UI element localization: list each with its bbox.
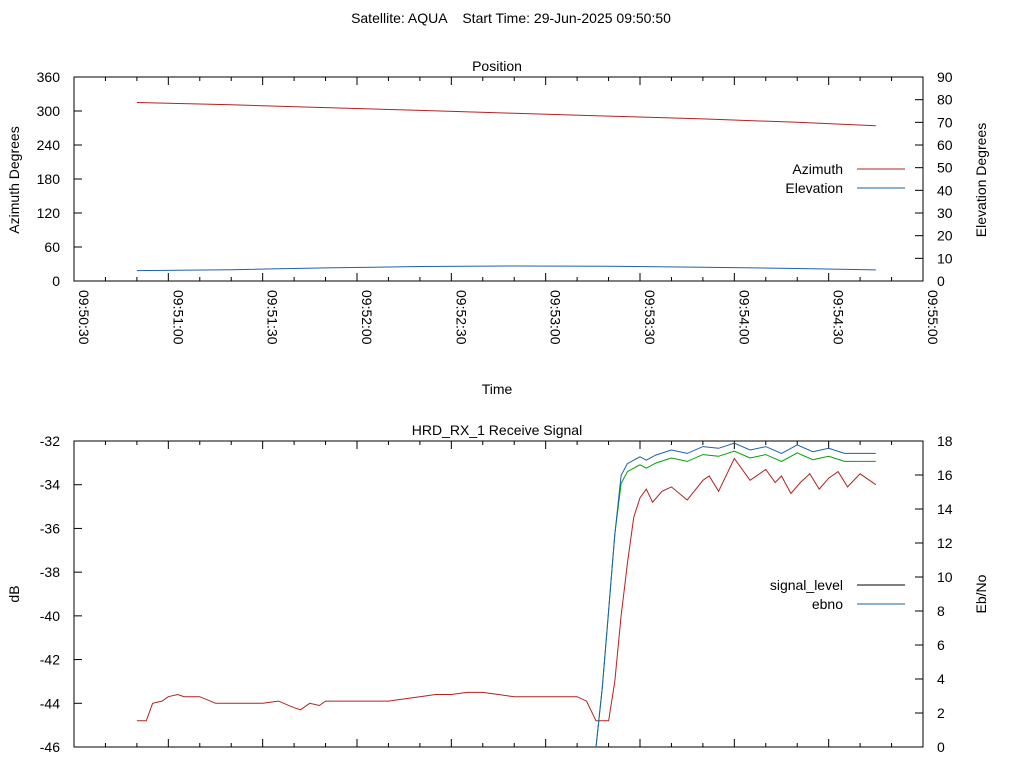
chart1-ytick-label: -44 [40, 695, 60, 711]
chart0-y2tick-label: 40 [937, 182, 953, 198]
chart1-ytick-label: -34 [40, 477, 60, 493]
chart0-xtick-label: 09:51:00 [170, 290, 186, 345]
chart1-y2tick-label: 0 [937, 739, 945, 755]
chart0-ytick-label: 120 [37, 205, 61, 221]
chart0-xtick-label: 09:54:00 [736, 290, 752, 345]
chart0-y2tick-label: 70 [937, 114, 953, 130]
chart0-xtick-label: 09:52:00 [359, 290, 375, 345]
chart0-xtick-label: 09:51:30 [265, 290, 281, 345]
chart1-y2tick-label: 2 [937, 705, 945, 721]
chart0-y2tick-label: 50 [937, 160, 953, 176]
chart1-y2tick-label: 6 [937, 637, 945, 653]
chart1-series-ebno-line [595, 450, 876, 748]
chart0-ytick-label: 60 [44, 239, 60, 255]
chart1-ytick-label: -46 [40, 739, 60, 755]
receive-signal-chart-frame [73, 440, 924, 748]
chart0-xtick-label: 09:54:30 [831, 290, 847, 345]
chart1-y2tick-label: 10 [937, 569, 953, 585]
receive-signal-chart: HRD_RX_1 Receive Signal dB Eb/No -32 -34 -… [6, 422, 989, 755]
chart0-y2tick-label: 30 [937, 205, 953, 221]
position-chart-xlabel: Time [482, 381, 513, 397]
chart0-y2tick-label: 0 [937, 273, 945, 289]
chart1-ytick-label: -36 [40, 520, 60, 536]
position-chart-y2label: Elevation Degrees [973, 123, 989, 237]
chart1-legend-ebno-label: ebno [812, 596, 843, 612]
chart0-series-elevation-line [136, 265, 876, 272]
chart0-ytick-label: 300 [37, 103, 61, 119]
chart1-y2tick-label: 4 [937, 671, 945, 687]
chart0-ytick-label: 0 [52, 273, 60, 289]
chart0-xtick-label: 09:55:00 [925, 290, 941, 345]
chart1-y2tick-label: 16 [937, 467, 953, 483]
chart0-ytick-label: 360 [37, 69, 61, 85]
page-title: Satellite: AQUA Start Time: 29-Jun-2025 … [351, 10, 671, 26]
chart0-legend-azimuth-label: Azimuth [792, 161, 843, 177]
chart0-ytick-label: 180 [37, 171, 61, 187]
chart0-ytick-label: 240 [37, 137, 61, 153]
chart1-ytick-label: -42 [40, 652, 60, 668]
chart1-y2tick-label: 12 [937, 535, 953, 551]
receive-signal-chart-ylabel: dB [6, 585, 22, 602]
receive-signal-chart-title: HRD_RX_1 Receive Signal [412, 422, 582, 438]
chart0-y2tick-label: 10 [937, 250, 953, 266]
chart1-ytick-label: -38 [40, 564, 60, 580]
chart0-xtick-label: 09:53:00 [548, 290, 564, 345]
chart1-y2tick-label: 18 [937, 433, 953, 449]
chart0-xtick-label: 09:50:30 [76, 290, 92, 345]
chart0-y2tick-label: 60 [937, 137, 953, 153]
chart0-legend-elevation-label: Elevation [785, 180, 843, 196]
position-chart-title: Position [472, 58, 522, 74]
position-chart-frame [73, 76, 924, 282]
chart1-legend-signal-level-label: signal_level [770, 577, 843, 593]
chart0-xtick-label: 09:53:30 [642, 290, 658, 345]
chart0-xtick-label: 09:52:30 [453, 290, 469, 345]
chart0-series-azimuth-line [136, 102, 876, 127]
chart1-ytick-label: -40 [40, 608, 60, 624]
chart0-y2tick-label: 90 [937, 69, 953, 85]
chart1-y2tick-label: 14 [937, 501, 953, 517]
position-chart: Position Azimuth Degrees Elevation Degre… [6, 58, 989, 397]
chart1-y2tick-label: 8 [937, 603, 945, 619]
chart1-ytick-label: -32 [40, 433, 60, 449]
chart1-series-signal-level-line [136, 457, 877, 722]
chart0-y2tick-label: 80 [937, 92, 953, 108]
chart1-series-ebno-overlay-line [595, 442, 876, 748]
receive-signal-chart-y2label: Eb/No [973, 574, 989, 613]
position-chart-ylabel: Azimuth Degrees [6, 126, 22, 233]
chart0-y2tick-label: 20 [937, 228, 953, 244]
